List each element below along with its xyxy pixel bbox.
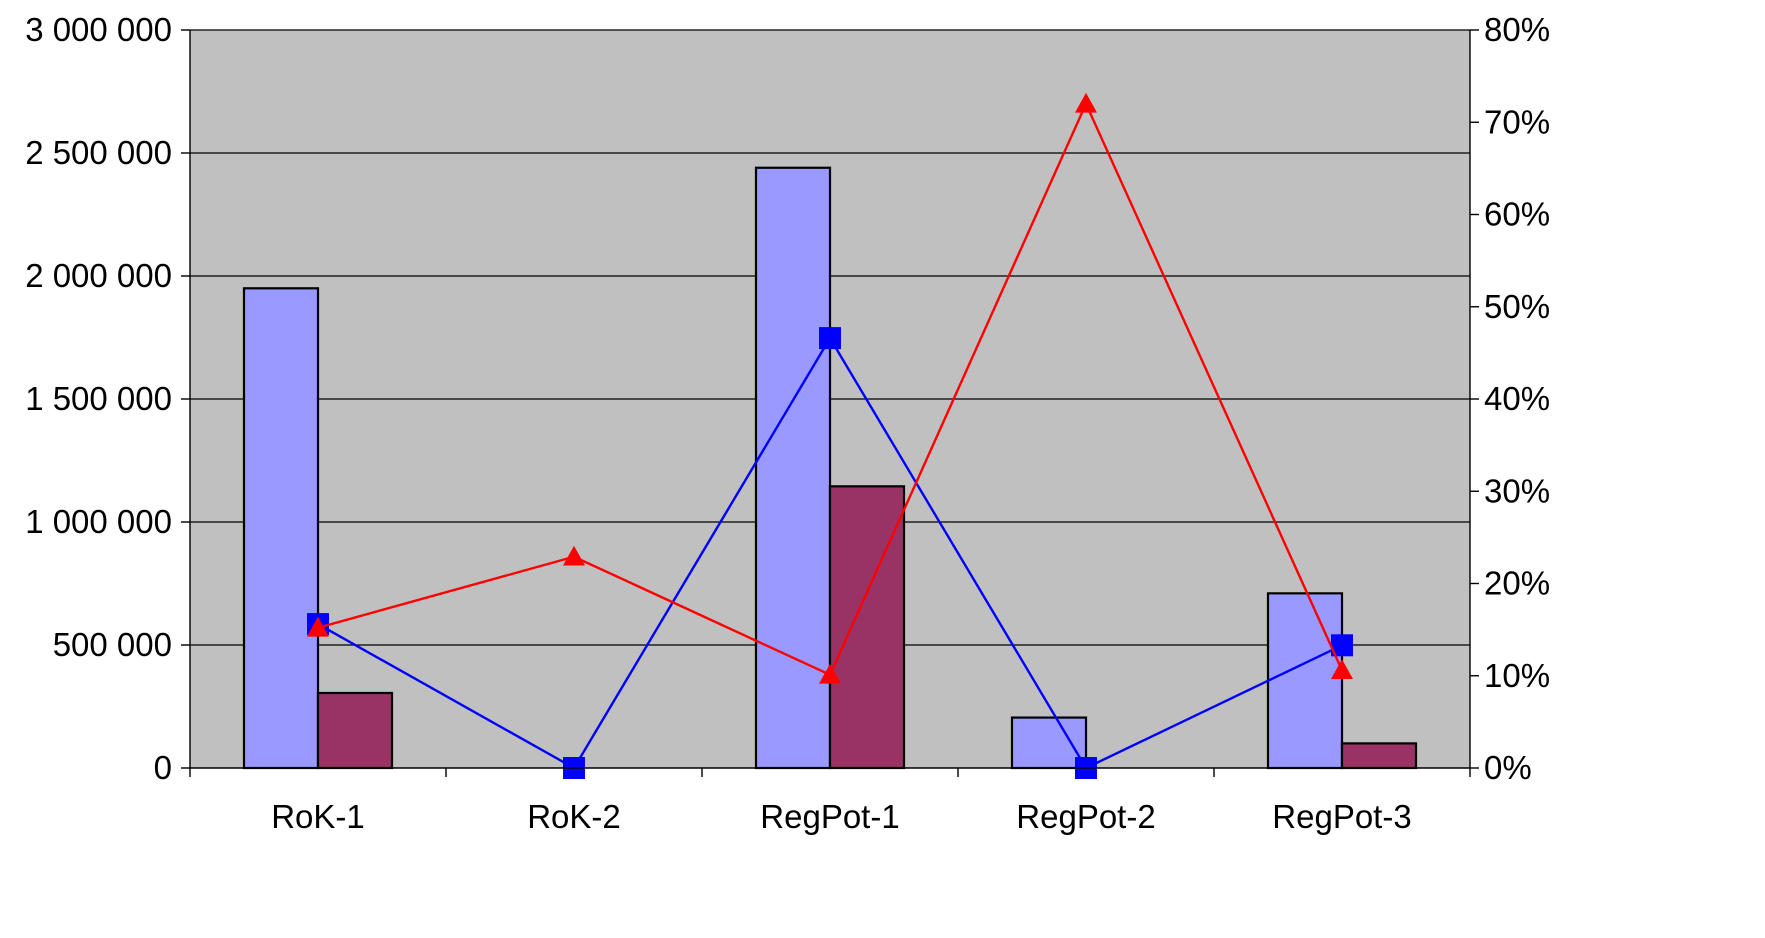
category-labels: RoK-1 RoK-2 RegPot-1 RegPot-2 RegPot-3 — [271, 798, 1411, 835]
right-tick-label: 30% — [1484, 472, 1550, 509]
bar-1-RegPot-1 — [756, 168, 830, 768]
left-axis-tick-labels: 0 500 000 1 000 000 1 500 000 2 000 000 2 500… — [25, 11, 172, 786]
bar-1-RegPot-2 — [1012, 718, 1086, 768]
left-tick-label: 0 — [154, 749, 172, 786]
bar-1-RoK-1 — [244, 288, 318, 768]
bar-2-RegPot-3 — [1342, 743, 1416, 768]
point-square-RegPot-1 — [819, 327, 841, 349]
right-tick-label: 0% — [1484, 749, 1532, 786]
bar-1-RegPot-3 — [1268, 593, 1342, 768]
right-tick-label: 80% — [1484, 11, 1550, 48]
left-tick-label: 2 000 000 — [25, 257, 172, 294]
left-tick-label: 1 500 000 — [25, 380, 172, 417]
right-tick-label: 40% — [1484, 380, 1550, 417]
right-axis-tick-labels: 0% 10% 20% 30% 40% 50% 60% 70% 80% — [1484, 11, 1550, 786]
left-tick-label: 3 000 000 — [25, 11, 172, 48]
category-label-RegPot-2: RegPot-2 — [1016, 798, 1155, 835]
left-tick-label: 500 000 — [53, 626, 172, 663]
category-label-RegPot-3: RegPot-3 — [1272, 798, 1411, 835]
bar-2-RoK-1 — [318, 693, 392, 768]
left-tick-label: 2 500 000 — [25, 134, 172, 171]
category-label-RegPot-1: RegPot-1 — [760, 798, 899, 835]
right-tick-label: 70% — [1484, 103, 1550, 140]
bar-2-RegPot-1 — [830, 486, 904, 768]
right-tick-label: 20% — [1484, 565, 1550, 602]
right-tick-label: 50% — [1484, 288, 1550, 325]
right-tick-label: 60% — [1484, 196, 1550, 233]
category-label-RoK-2: RoK-2 — [527, 798, 621, 835]
left-tick-label: 1 000 000 — [25, 503, 172, 540]
right-tick-label: 10% — [1484, 657, 1550, 694]
category-label-RoK-1: RoK-1 — [271, 798, 365, 835]
